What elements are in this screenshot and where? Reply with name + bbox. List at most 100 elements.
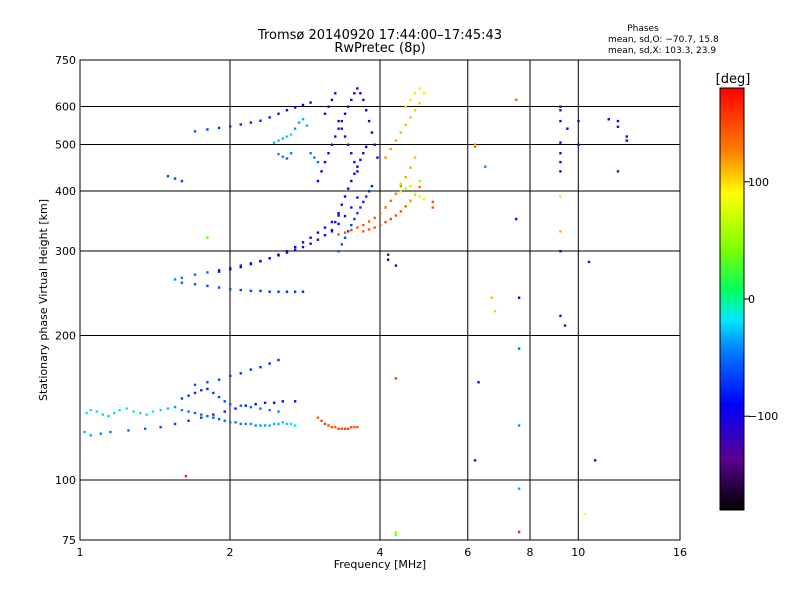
data-point: [373, 226, 376, 229]
data-point: [370, 184, 374, 188]
data-point: [193, 273, 197, 276]
data-point: [418, 102, 421, 105]
data-point: [353, 425, 356, 429]
data-point: [85, 411, 88, 415]
data-point: [616, 170, 620, 173]
data-point: [277, 253, 280, 256]
data-point: [337, 119, 340, 123]
data-point: [517, 530, 521, 534]
data-point: [583, 512, 587, 516]
data-point: [418, 195, 421, 198]
data-point: [356, 425, 359, 429]
data-point: [293, 245, 297, 249]
x-tick-label: 8: [527, 546, 534, 559]
data-point: [309, 236, 312, 239]
data-point: [323, 226, 327, 229]
data-point: [316, 160, 320, 164]
data-point: [193, 130, 197, 133]
data-point: [404, 205, 407, 208]
data-point: [268, 116, 271, 119]
data-point: [173, 422, 177, 426]
data-point: [362, 98, 365, 102]
data-point: [367, 119, 371, 123]
data-point: [356, 226, 359, 229]
data-point: [418, 179, 421, 183]
data-point: [616, 119, 620, 123]
data-point: [340, 203, 344, 206]
data-point: [313, 156, 316, 159]
data-point: [151, 410, 155, 413]
data-point: [337, 250, 340, 253]
data-point: [272, 141, 276, 144]
data-points: [83, 87, 628, 536]
data-point: [327, 424, 330, 427]
data-point: [431, 206, 434, 209]
data-point: [353, 92, 356, 95]
x-tick-label: 6: [464, 546, 471, 559]
data-point: [143, 427, 147, 430]
x-tick-label: 16: [673, 546, 687, 559]
data-point: [343, 214, 347, 218]
data-point: [206, 236, 209, 239]
data-point: [327, 152, 330, 155]
data-point: [399, 131, 403, 134]
data-point: [362, 230, 365, 233]
data-point: [559, 170, 562, 173]
data-point: [229, 403, 232, 406]
data-point: [112, 411, 116, 415]
data-point: [346, 143, 350, 146]
data-point: [473, 145, 477, 149]
data-point: [289, 152, 293, 155]
data-point: [559, 105, 562, 108]
data-point: [353, 217, 356, 221]
data-point: [293, 290, 297, 293]
data-point: [353, 172, 356, 175]
data-point: [340, 119, 344, 123]
data-point: [89, 408, 92, 412]
data-point: [239, 288, 242, 292]
data-point: [193, 391, 197, 395]
data-point: [268, 257, 271, 260]
data-point: [587, 260, 591, 264]
data-point: [249, 289, 253, 293]
data-point: [187, 410, 190, 413]
data-point: [337, 427, 340, 430]
data-point: [281, 421, 284, 424]
data-point: [229, 266, 232, 270]
data-point: [173, 278, 177, 281]
data-point: [365, 195, 368, 198]
data-point: [394, 533, 398, 536]
data-point: [193, 411, 197, 415]
data-point: [367, 228, 371, 231]
data-point: [373, 216, 376, 220]
data-point: [293, 248, 297, 252]
data-point: [350, 223, 353, 227]
data-point: [268, 362, 271, 365]
data-point: [431, 200, 434, 204]
chart-subtitle: RwPretec (8p): [334, 41, 425, 56]
chart-title: Tromsø 20140920 17:44:00–17:45:43: [257, 28, 502, 43]
data-point: [277, 152, 280, 156]
data-point: [559, 250, 562, 253]
data-point: [229, 125, 232, 128]
data-point: [353, 160, 356, 164]
data-point: [346, 427, 350, 430]
data-point: [277, 290, 280, 293]
data-point: [239, 265, 242, 269]
data-point: [577, 143, 580, 146]
data-point: [559, 141, 562, 144]
data-point: [422, 198, 426, 201]
y-tick-label: 200: [55, 330, 76, 343]
data-point: [316, 238, 320, 241]
data-point: [399, 182, 403, 185]
data-point: [394, 139, 398, 142]
data-point: [301, 241, 305, 244]
data-point: [515, 217, 518, 221]
data-point: [159, 425, 162, 429]
data-point: [285, 109, 289, 112]
data-point: [272, 401, 276, 404]
data-point: [293, 424, 297, 427]
data-point: [559, 195, 562, 198]
data-point: [259, 119, 262, 122]
data-point: [616, 125, 620, 128]
